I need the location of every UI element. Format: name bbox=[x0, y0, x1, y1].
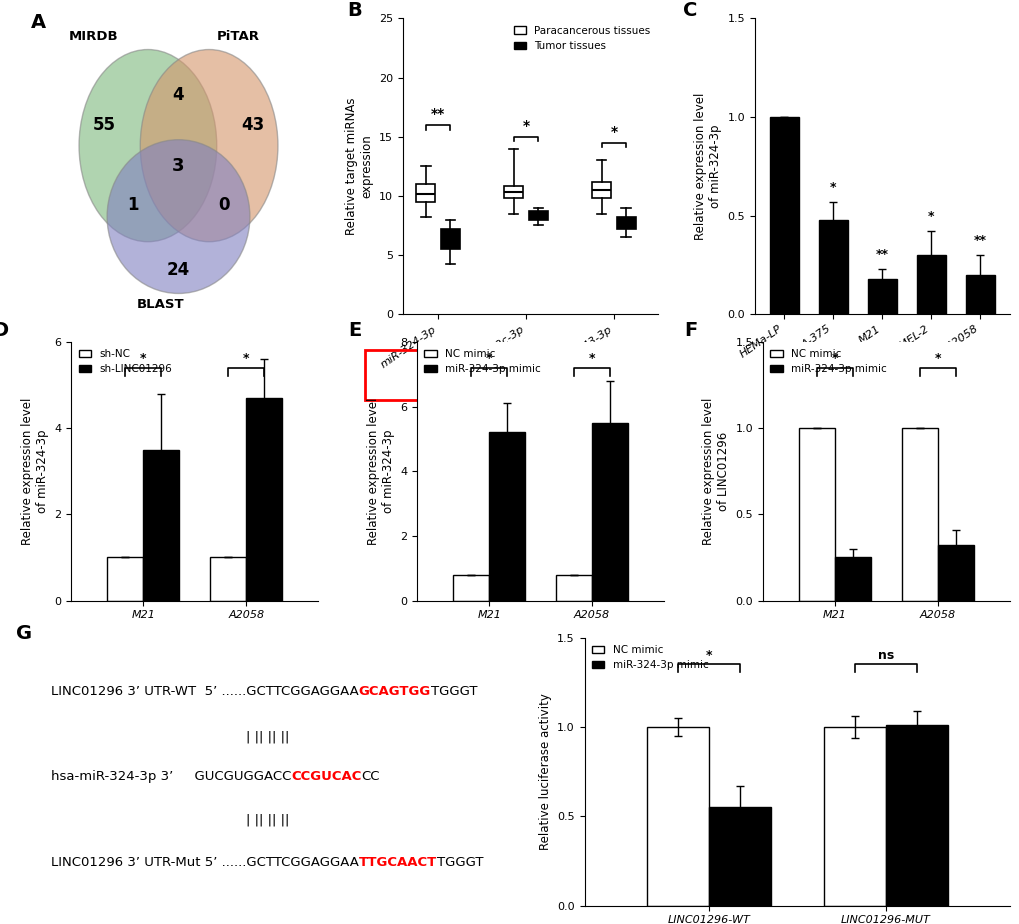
Text: *: * bbox=[243, 352, 250, 365]
Text: ns: ns bbox=[876, 649, 893, 662]
Y-axis label: Relative expression level
of miR-324-3p: Relative expression level of miR-324-3p bbox=[21, 397, 49, 545]
Text: *: * bbox=[927, 211, 933, 224]
PathPatch shape bbox=[503, 187, 523, 199]
Bar bbox=[936, 545, 973, 601]
Text: 43: 43 bbox=[240, 116, 264, 134]
Bar bbox=[107, 557, 144, 601]
Text: *: * bbox=[830, 352, 838, 365]
Y-axis label: Relative expression level
of miR-324-3p: Relative expression level of miR-324-3p bbox=[367, 397, 394, 545]
Bar bbox=[768, 117, 798, 314]
Text: 55: 55 bbox=[93, 116, 116, 134]
Bar bbox=[818, 220, 847, 314]
Bar bbox=[867, 279, 896, 314]
Y-axis label: Relative expression level
of miR-324-3p: Relative expression level of miR-324-3p bbox=[693, 92, 721, 240]
Bar bbox=[916, 255, 946, 314]
Bar bbox=[884, 725, 947, 906]
Bar bbox=[798, 428, 835, 601]
Bar bbox=[210, 557, 246, 601]
Text: CC: CC bbox=[361, 771, 379, 784]
Text: CCGUCAC: CCGUCAC bbox=[290, 771, 361, 784]
Bar bbox=[246, 398, 282, 601]
Text: hsa-miR-324-3p 3’     GUCGUGGACC: hsa-miR-324-3p 3’ GUCGUGGACC bbox=[51, 771, 290, 784]
Text: **: ** bbox=[973, 234, 986, 247]
Text: MIRDB: MIRDB bbox=[69, 30, 118, 43]
Bar bbox=[555, 575, 591, 601]
Text: A: A bbox=[31, 13, 46, 31]
Legend: NC mimic, miR-324-3p mimic: NC mimic, miR-324-3p mimic bbox=[767, 347, 888, 376]
Text: B: B bbox=[346, 1, 361, 19]
Bar bbox=[591, 423, 628, 601]
Text: **: ** bbox=[430, 107, 444, 121]
Text: 1: 1 bbox=[126, 196, 139, 213]
Ellipse shape bbox=[79, 50, 217, 242]
Text: E: E bbox=[347, 322, 361, 340]
Text: TGGGT: TGGGT bbox=[436, 857, 483, 869]
Text: GCAGTGG: GCAGTGG bbox=[358, 685, 430, 698]
Y-axis label: Relative target miRNAs
expression: Relative target miRNAs expression bbox=[345, 98, 373, 235]
Text: 0: 0 bbox=[218, 196, 230, 213]
Text: *: * bbox=[140, 352, 147, 365]
PathPatch shape bbox=[528, 212, 547, 220]
Bar bbox=[965, 274, 995, 314]
Text: *: * bbox=[609, 125, 616, 140]
Text: PiTAR: PiTAR bbox=[217, 30, 260, 43]
Bar bbox=[835, 557, 870, 601]
PathPatch shape bbox=[591, 182, 610, 199]
Bar bbox=[646, 727, 708, 906]
Bar bbox=[823, 727, 884, 906]
Text: LINC01296 3’ UTR-Mut 5’ ......GCTTCGGAGGAA: LINC01296 3’ UTR-Mut 5’ ......GCTTCGGAGG… bbox=[51, 857, 358, 869]
PathPatch shape bbox=[440, 229, 460, 249]
Y-axis label: Relative luciferase activity: Relative luciferase activity bbox=[538, 693, 551, 850]
Text: LINC01296 3’ UTR-WT  5’ ......GCTTCGGAGGAA: LINC01296 3’ UTR-WT 5’ ......GCTTCGGAGGA… bbox=[51, 685, 358, 698]
Text: *: * bbox=[588, 352, 595, 365]
Text: **: ** bbox=[875, 248, 888, 261]
Text: TGGGT: TGGGT bbox=[430, 685, 477, 698]
Bar bbox=[901, 428, 936, 601]
Text: *: * bbox=[933, 352, 941, 365]
Text: 24: 24 bbox=[167, 261, 190, 279]
Text: *: * bbox=[705, 649, 711, 662]
Bar bbox=[489, 432, 525, 601]
Legend: NC mimic, miR-324-3p mimic: NC mimic, miR-324-3p mimic bbox=[422, 347, 542, 376]
Text: BLAST: BLAST bbox=[137, 298, 184, 311]
PathPatch shape bbox=[416, 184, 435, 201]
Text: TTGCAACT: TTGCAACT bbox=[358, 857, 436, 869]
Text: *: * bbox=[829, 181, 836, 194]
Text: | || || ||: | || || || bbox=[246, 730, 289, 743]
Legend: sh-NC, sh-LINC01296: sh-NC, sh-LINC01296 bbox=[76, 347, 174, 376]
Text: 4: 4 bbox=[172, 86, 184, 104]
Ellipse shape bbox=[107, 140, 250, 294]
Text: C: C bbox=[683, 1, 697, 19]
Text: G: G bbox=[16, 625, 33, 643]
Bar bbox=[708, 808, 770, 906]
Text: D: D bbox=[0, 322, 8, 340]
Text: F: F bbox=[683, 322, 696, 340]
Bar bbox=[144, 450, 179, 601]
Text: *: * bbox=[485, 352, 492, 365]
Bar bbox=[452, 575, 489, 601]
PathPatch shape bbox=[616, 217, 635, 229]
Text: | || || ||: | || || || bbox=[246, 813, 289, 826]
Text: *: * bbox=[522, 119, 529, 133]
Legend: NC mimic, miR-324-3p mimic: NC mimic, miR-324-3p mimic bbox=[589, 643, 710, 672]
Legend: Paracancerous tissues, Tumor tissues: Paracancerous tissues, Tumor tissues bbox=[511, 24, 652, 53]
Y-axis label: Relative expression level
of LINC01296: Relative expression level of LINC01296 bbox=[701, 397, 730, 545]
Ellipse shape bbox=[141, 50, 277, 242]
Text: 3: 3 bbox=[172, 157, 184, 176]
